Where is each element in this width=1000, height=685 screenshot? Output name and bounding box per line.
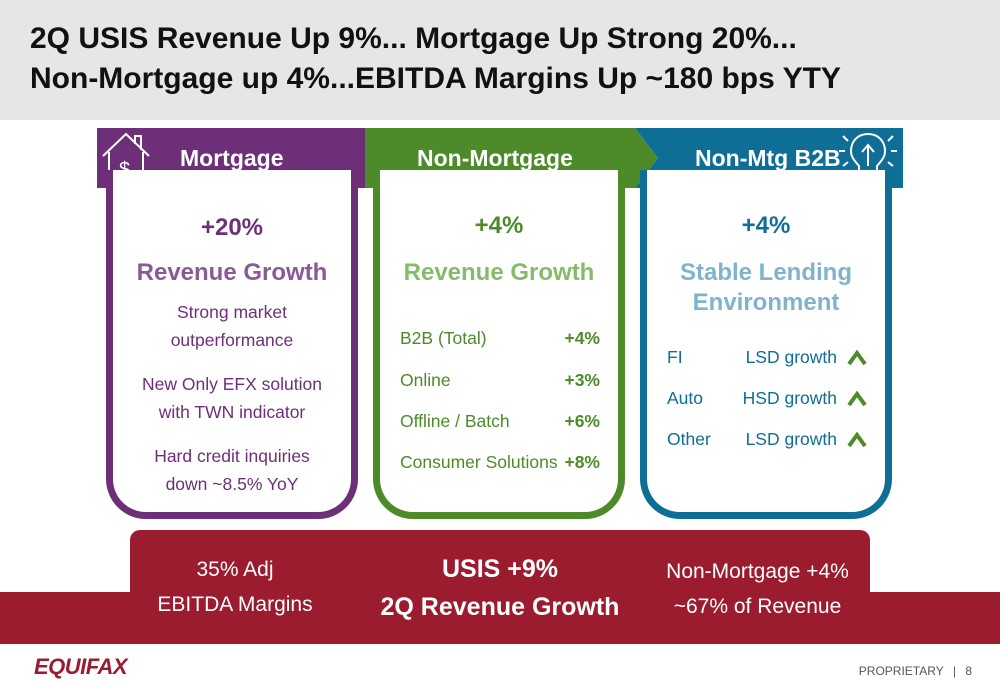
mortgage-point: Strong market outperformance: [170, 302, 294, 350]
summary-bar: [0, 592, 1000, 644]
b2b-banner-label: Non-Mtg B2B: [695, 145, 841, 171]
equifax-logo: EQUIFAX: [34, 654, 128, 679]
non-mortgage-headline: Revenue Growth: [403, 259, 595, 286]
mortgage-banner-label: Mortgage: [180, 145, 284, 171]
summary-box: [130, 530, 870, 592]
title-bar: 2Q USIS Revenue Up 9%... Mortgage Up Str…: [0, 0, 1000, 120]
footer-divider: |: [952, 664, 956, 678]
list-item: B2B (Total) +4%: [400, 328, 600, 348]
footer: PROPRIETARY | 8: [859, 664, 972, 678]
mortgage-headline: Revenue Growth: [136, 259, 328, 286]
slide-title-line-1: 2Q USIS Revenue Up 9%... Mortgage Up Str…: [30, 22, 797, 55]
list-item: Offline / Batch +6%: [400, 411, 600, 431]
b2b-headline: Stable Lending Environment: [679, 259, 852, 316]
non-mortgage-summary: Non-Mortgage +4% ~67% of Revenue: [666, 560, 849, 618]
b2b-panel: +4% Stable Lending Environment FI LSD grow…: [640, 170, 892, 519]
chevron-up-icon: [847, 349, 867, 365]
mortgage-point: Hard credit inquiries down ~8.5% YoY: [154, 446, 310, 494]
non-mortgage-panel: +4% Revenue Growth B2B (Total) +4% Online…: [373, 170, 625, 519]
list-item: FI LSD growth: [667, 343, 867, 371]
mortgage-panel: +20% Revenue Growth Strong market outperf…: [106, 170, 358, 519]
mortgage-growth-pct: +20%: [200, 214, 264, 241]
list-item: Auto HSD growth: [667, 384, 867, 412]
chevron-up-icon: [847, 390, 867, 406]
ebitda-summary: 35% Adj EBITDA Margins: [157, 558, 313, 616]
list-item: Consumer Solutions +8%: [400, 452, 600, 472]
non-mortgage-growth-pct: +4%: [474, 212, 524, 239]
page-number: 8: [965, 664, 972, 678]
b2b-growth-pct: +4%: [741, 212, 791, 239]
mortgage-point: New Only EFX solution with TWN indicator: [142, 374, 322, 422]
usis-summary: USIS +9% 2Q Revenue Growth: [380, 555, 620, 621]
chevron-up-icon: [847, 431, 867, 447]
proprietary-label: PROPRIETARY: [858, 664, 944, 678]
list-item: Online +3%: [400, 370, 600, 390]
non-mortgage-banner-label: Non-Mortgage: [417, 145, 573, 171]
list-item: Other LSD growth: [667, 425, 867, 453]
slide-title-line-2: Non-Mortgage up 4%...EBITDA Margins Up ~…: [30, 62, 841, 95]
